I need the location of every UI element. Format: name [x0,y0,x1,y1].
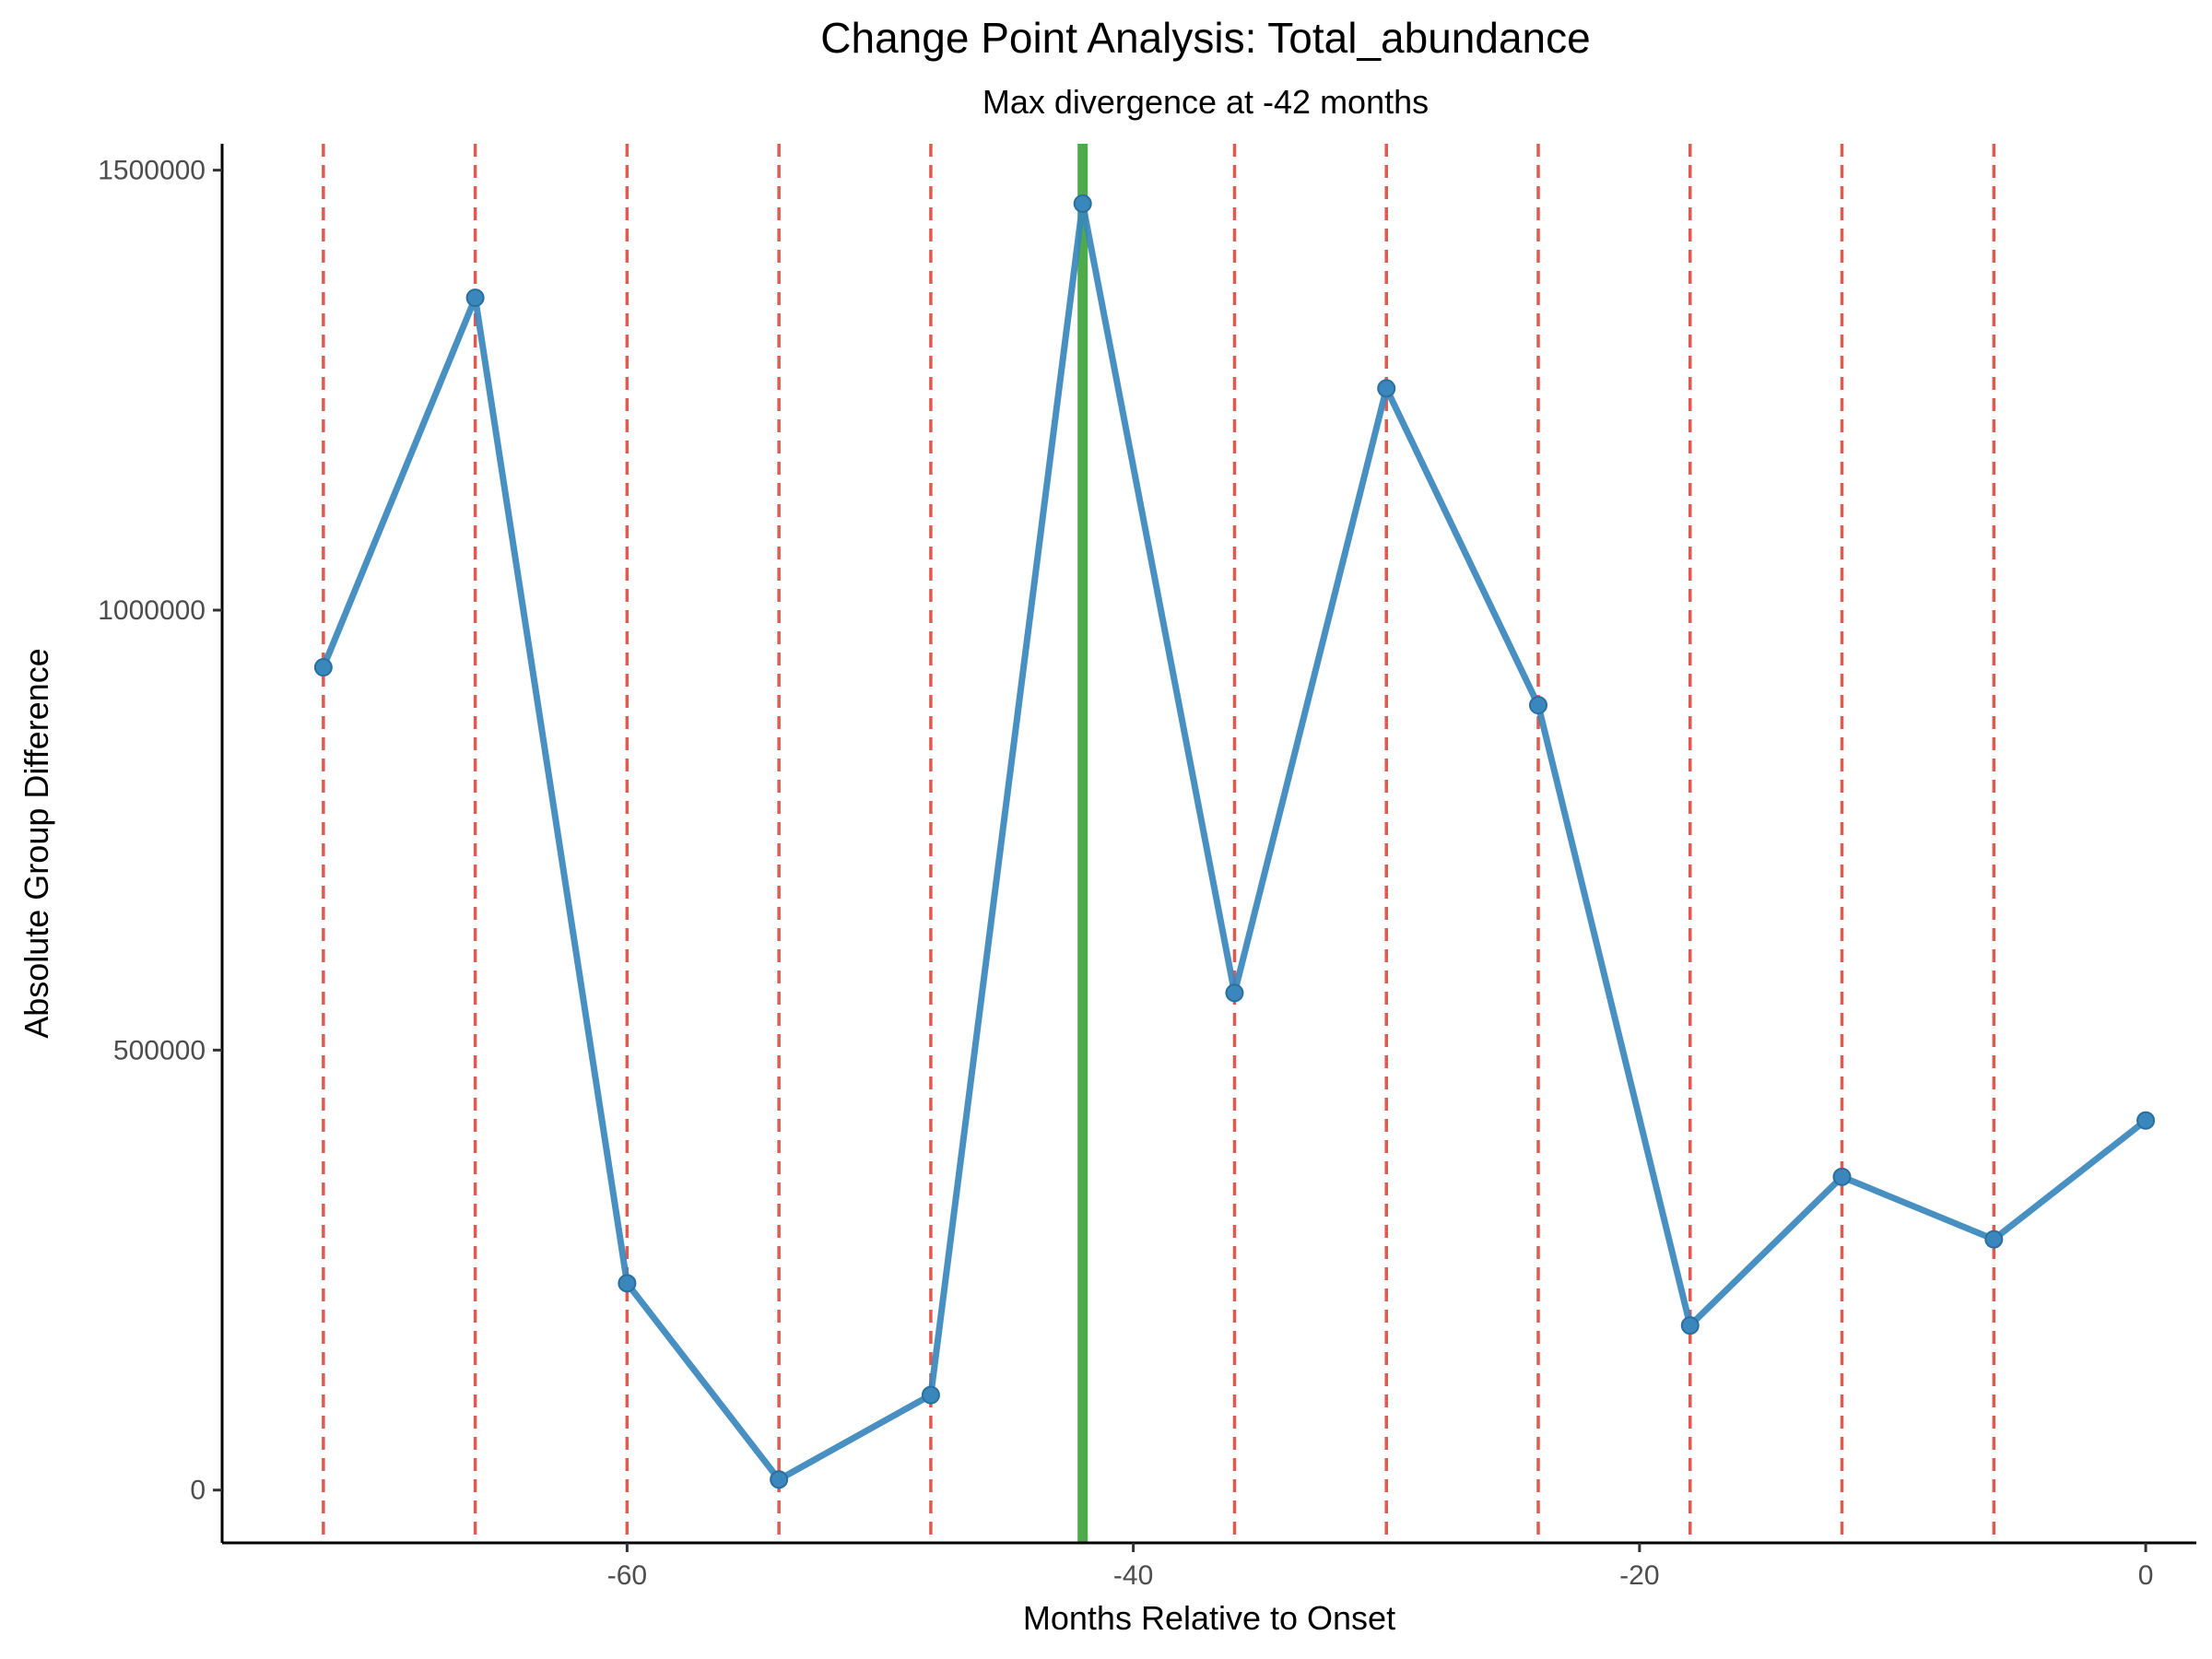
x-tick-label: -40 [1113,1560,1153,1591]
x-axis-label: Months Relative to Onset [1023,1599,1395,1637]
x-tick-label: 0 [2138,1560,2154,1591]
data-point [313,658,333,677]
y-tick-label: 1500000 [98,156,206,186]
x-tick-label: -20 [1619,1560,1659,1591]
series-line [320,200,2149,1483]
data-point [921,1385,940,1405]
x-tick-label: -60 [607,1560,647,1591]
y-tick-label: 500000 [113,1035,206,1065]
data-point [2136,1111,2156,1130]
data-point [1073,194,1092,213]
data-point [465,288,485,308]
y-tick-label: 1000000 [98,595,206,626]
chart-subtitle: Max divergence at -42 months [982,83,1429,121]
data-point [770,1470,789,1489]
data-point [1529,696,1547,715]
data-point [1832,1167,1852,1186]
data-point [1680,1316,1700,1335]
chart-title: Change Point Analysis: Total_abundance [820,14,1590,62]
y-axis-label: Absolute Group Difference [18,648,55,1039]
data-point [1225,983,1244,1003]
reference-lines [322,144,1996,1543]
data-point [1984,1230,2004,1249]
data-point [1377,379,1396,398]
y-tick-label: 0 [190,1476,206,1506]
x-ticks: -60 -40 -20 0 [607,1543,2154,1591]
data-point [618,1274,637,1293]
y-ticks: 0 500000 1000000 1500000 [98,156,222,1506]
series-layer [313,194,2156,1489]
